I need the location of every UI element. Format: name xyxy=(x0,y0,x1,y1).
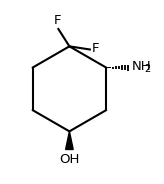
Text: F: F xyxy=(54,14,61,27)
Text: F: F xyxy=(92,42,100,55)
Text: OH: OH xyxy=(59,153,80,166)
Text: NH: NH xyxy=(132,60,152,73)
Text: 2: 2 xyxy=(144,64,150,74)
Polygon shape xyxy=(66,131,73,149)
